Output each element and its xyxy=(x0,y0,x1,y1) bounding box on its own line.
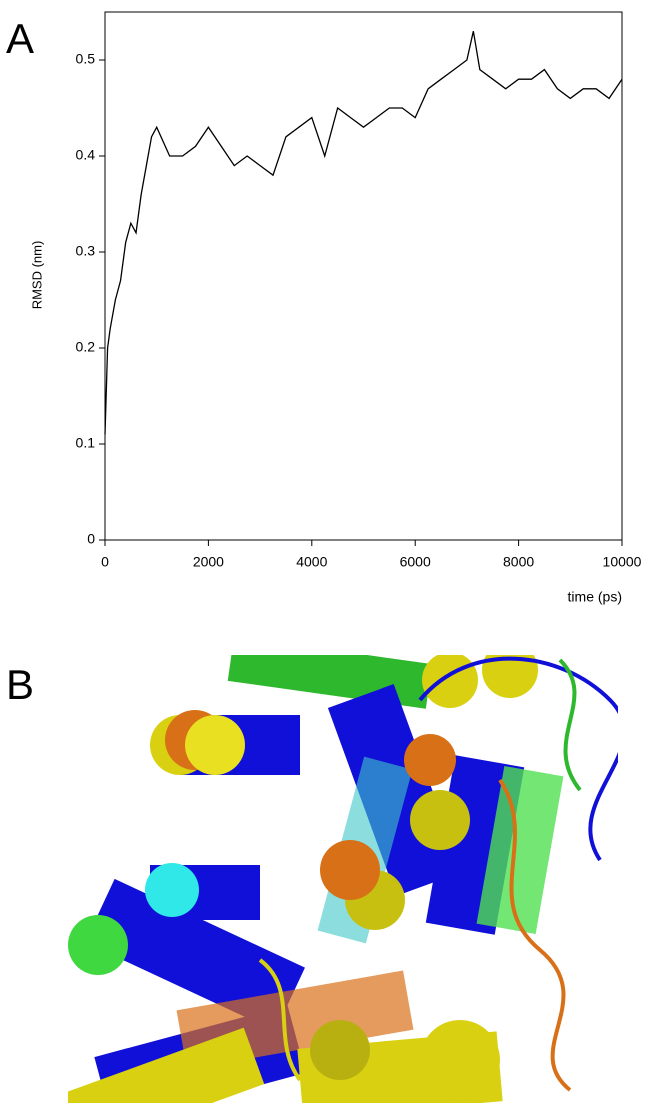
panel-label: B xyxy=(6,661,34,708)
x-tick-label: 10000 xyxy=(603,554,642,570)
y-tick-label: 0.1 xyxy=(76,435,96,451)
y-tick-label: 0.2 xyxy=(76,339,96,355)
x-tick-label: 8000 xyxy=(503,554,534,570)
y-tick-label: 0 xyxy=(87,531,95,547)
plot-frame xyxy=(104,11,623,541)
x-axis-label: time (ps) xyxy=(568,589,622,605)
x-tick-label: 0 xyxy=(101,554,109,570)
protein-structure xyxy=(68,655,618,1103)
y-tick-label: 0.4 xyxy=(76,147,96,163)
x-tick-label: 4000 xyxy=(296,554,327,570)
y-tick-label: 0.5 xyxy=(76,51,96,67)
data-line xyxy=(104,31,623,435)
x-tick-label: 2000 xyxy=(193,554,224,570)
x-tick-label: 6000 xyxy=(400,554,431,570)
panel-label: A xyxy=(6,15,34,62)
y-axis-label: RMSD (nm) xyxy=(29,241,44,310)
y-tick-label: 0.3 xyxy=(76,243,96,259)
